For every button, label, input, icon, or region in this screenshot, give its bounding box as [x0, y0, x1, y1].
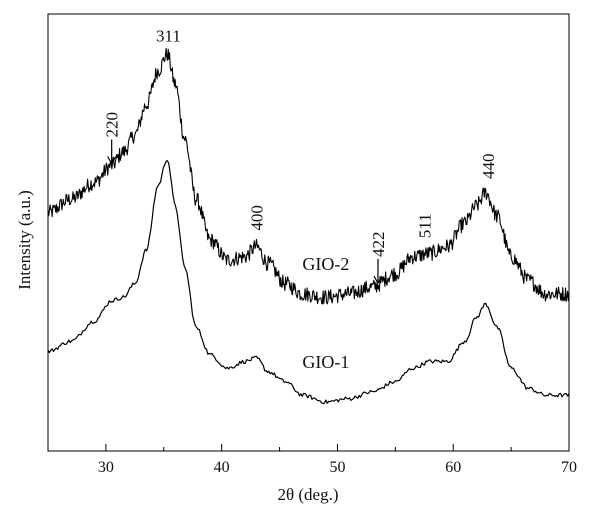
- x-tick-label: 50: [329, 459, 345, 476]
- x-tick-label: 40: [214, 459, 230, 476]
- y-axis-title: Intensity (a.u.): [15, 190, 34, 290]
- peak-label-220: 220: [103, 112, 122, 138]
- series-label: GIO-2: [302, 254, 349, 274]
- peak-label-400: 400: [247, 205, 266, 231]
- series-label: GIO-1: [302, 352, 349, 372]
- peak-label-511: 511: [415, 213, 434, 238]
- series-line-gio-2: [47, 47, 570, 305]
- plot-area: 30 40 50 60 70 GIO-2 GIO-1 311 220 400 422 511 440: [47, 13, 577, 476]
- x-tick-label: 60: [445, 459, 461, 476]
- x-tick-label: 30: [98, 459, 114, 476]
- peak-label-422: 422: [369, 232, 388, 258]
- peak-label-311: 311: [156, 27, 181, 46]
- series-line-gio-1: [47, 160, 570, 405]
- peak-label-440: 440: [479, 153, 498, 179]
- x-axis-title: 2θ (deg.): [277, 485, 338, 504]
- peak-arrowhead-422: [373, 275, 383, 285]
- plot-frame: [47, 13, 570, 452]
- peak-arrowhead-220: [107, 156, 117, 165]
- x-tick-label: 70: [561, 459, 577, 476]
